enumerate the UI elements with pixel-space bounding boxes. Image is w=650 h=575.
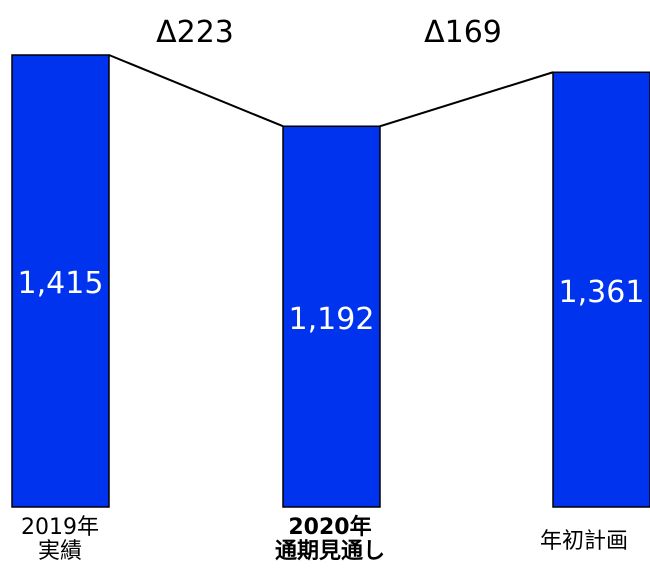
difference-label-1: Δ169 — [424, 15, 502, 50]
connector-line-1 — [379, 71, 554, 128]
bar-0 — [11, 54, 110, 508]
category-label-2019-line2: 実績 — [37, 539, 82, 564]
category-label-2020-line1: 2020年 — [288, 515, 372, 540]
category-label-plan-line1: 年初計画 — [540, 529, 629, 554]
category-label-2019-line1: 2019年 — [21, 515, 99, 540]
value-label-1: 1,192 — [289, 302, 375, 337]
category-label-2020-line2: 通期見通し — [274, 539, 385, 564]
value-label-2: 1,361 — [559, 275, 645, 310]
bar-2 — [552, 71, 650, 508]
bar-1 — [282, 125, 381, 508]
category-label-plan: 年初計画 — [540, 530, 650, 554]
value-label-0: 1,415 — [18, 266, 104, 301]
difference-label-0: Δ223 — [156, 15, 234, 50]
connector-line-0 — [108, 54, 284, 128]
category-label-2020: 2020年 通期見通し — [248, 516, 412, 564]
category-label-2019: 2019年 実績 — [0, 516, 120, 564]
